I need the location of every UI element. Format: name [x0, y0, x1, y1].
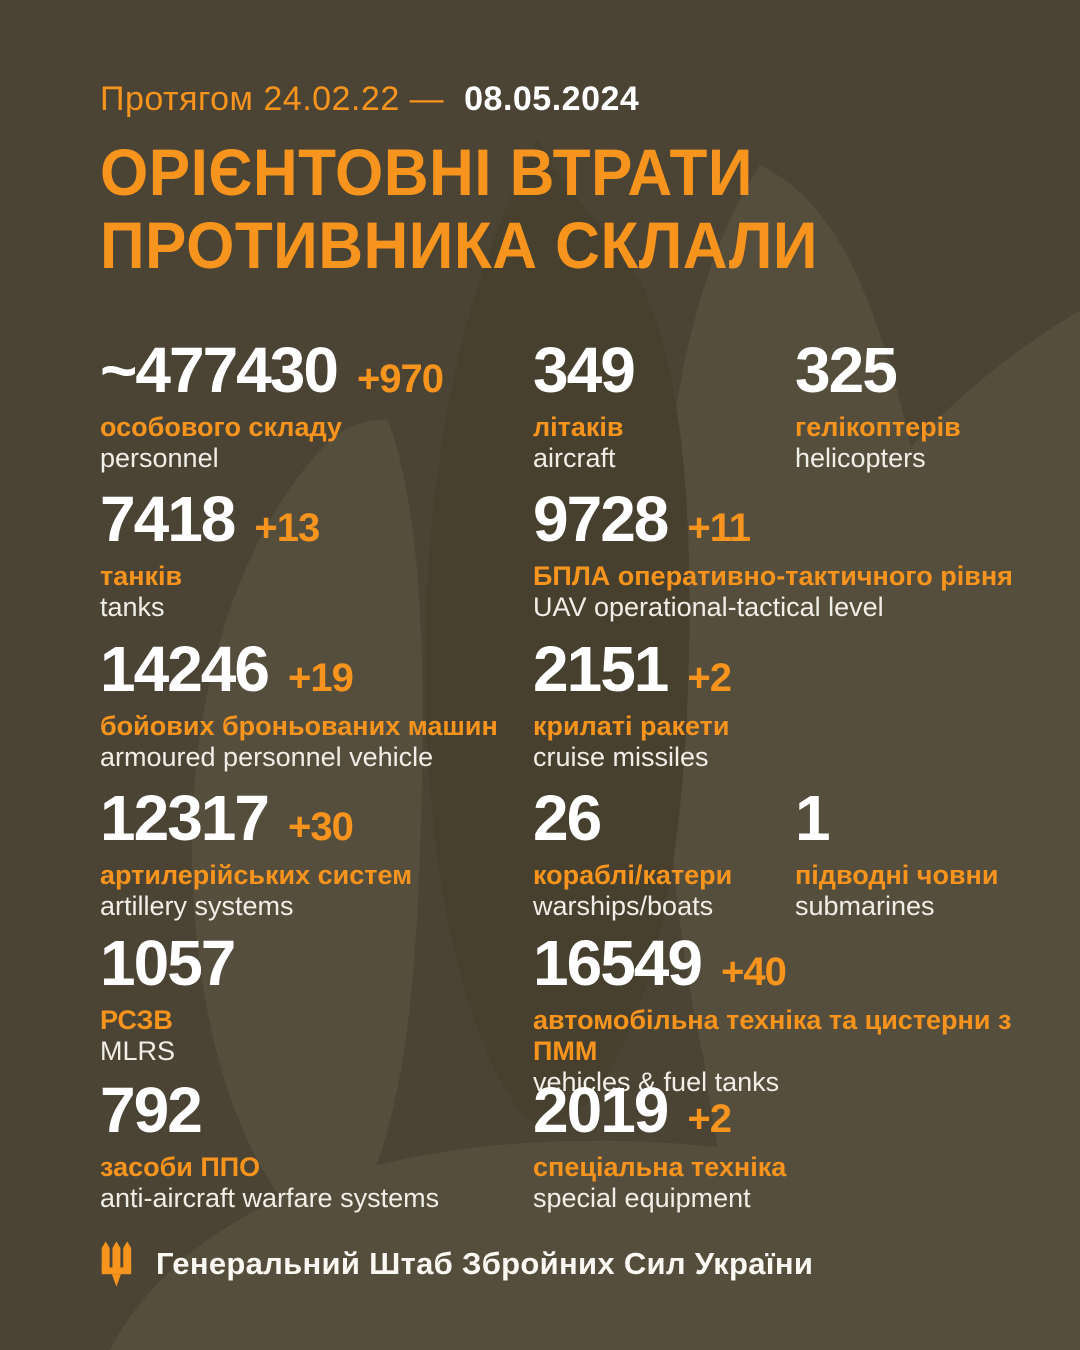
- stat-label-uk: РСЗВ: [100, 1005, 173, 1035]
- stat-label-en: tanks: [100, 592, 165, 623]
- stat-label-en: submarines: [795, 891, 935, 922]
- stat-label-uk: танків: [100, 561, 183, 591]
- stat-value: 14246: [100, 633, 270, 705]
- stat-delta: +2: [687, 656, 732, 700]
- stat-label-uk: артилерійських систем: [100, 860, 413, 890]
- stat-delta: +11: [687, 506, 751, 550]
- stat-label-en: cruise missiles: [533, 742, 709, 773]
- period-line: Протягом 24.02.22 — 08.05.2024: [100, 80, 639, 119]
- stat-tanks: 7418 +13 танків tanks: [100, 483, 320, 624]
- stat-label-uk: засоби ППО: [100, 1152, 261, 1182]
- stat-warships: 26 кораблі/катери warships/boats: [533, 786, 732, 923]
- stat-value: 9728: [533, 483, 669, 555]
- stat-label-en: armoured personnel vehicle: [100, 742, 434, 773]
- stat-label-en: helicopters: [795, 443, 926, 474]
- stat-value: 12317: [100, 782, 270, 854]
- stat-value: 7418: [100, 483, 236, 555]
- title-line-2: ПРОТИВНИКА СКЛАЛИ: [100, 207, 818, 282]
- footer-org-name: Генеральний Штаб Збройних Сил України: [156, 1246, 814, 1281]
- stat-label-en: MLRS: [100, 1036, 176, 1067]
- stat-value: 325: [795, 334, 898, 406]
- stat-value: 1: [795, 782, 831, 854]
- stat-label-en: anti-aircraft warfare systems: [100, 1183, 440, 1214]
- stat-delta: +30: [287, 805, 354, 849]
- stat-delta: +19: [287, 656, 354, 700]
- stat-delta: +2: [687, 1097, 732, 1141]
- stat-submarines: 1 підводні човни submarines: [795, 786, 998, 923]
- stat-label-en: artillery systems: [100, 891, 294, 922]
- stat-personnel: ~477430 +970 особового складу personnel: [100, 334, 444, 475]
- stat-delta: +13: [254, 506, 320, 550]
- stat-aircraft: 349 літаків aircraft: [533, 338, 654, 475]
- stat-label-uk: бойових броньованих машин: [100, 711, 498, 741]
- stat-label-en: warships/boats: [533, 891, 714, 922]
- stat-label-uk: підводні човни: [795, 860, 999, 890]
- footer: Генеральний Штаб Збройних Сил України: [100, 1240, 813, 1288]
- trident-icon: [101, 1241, 132, 1287]
- stat-label-uk: БПЛА оперативно-тактичного рівня: [533, 561, 1013, 591]
- title-line-1: ОРІЄНТОВНІ ВТРАТИ: [100, 135, 753, 209]
- stat-label-en: UAV operational-tactical level: [533, 592, 884, 623]
- stat-value: 26: [533, 782, 602, 854]
- stat-mlrs: 1057 РСЗВ MLRS: [100, 931, 254, 1068]
- stat-artillery: 12317 +30 артилерійських систем artiller…: [100, 786, 412, 923]
- stat-label-uk: літаків: [533, 412, 624, 442]
- stat-label-uk: автомобільна техніка та цистерни з ПММ: [533, 1005, 1012, 1067]
- stat-value: 792: [100, 1074, 203, 1146]
- stat-label-uk: особового складу: [100, 412, 342, 442]
- stat-air-defence: 792 засоби ППО anti-aircraft warfare sys…: [100, 1078, 439, 1215]
- stat-value: ~477430: [100, 334, 339, 406]
- stat-vehicles: 16549 +40 автомобільна техніка та цистер…: [533, 931, 1080, 1099]
- stat-delta: +970: [356, 357, 444, 401]
- stat-value: 2151: [533, 633, 669, 705]
- stat-value: 349: [533, 334, 636, 406]
- stat-label-en: vehicles & fuel tanks: [533, 1067, 780, 1098]
- stat-label-en: special equipment: [533, 1183, 751, 1214]
- stat-label-en: personnel: [100, 443, 219, 474]
- stat-delta: +40: [720, 950, 787, 994]
- stat-label-en: aircraft: [533, 443, 616, 474]
- period-prefix: Протягом 24.02.22 —: [100, 80, 445, 118]
- stat-value: 16549: [533, 927, 703, 999]
- stat-label-uk: гелікоптерів: [795, 412, 961, 442]
- stat-special-equipment: 2019 +2 спеціальна техніка special equip…: [533, 1078, 786, 1215]
- stat-value: 1057: [100, 927, 236, 999]
- report-date: 08.05.2024: [464, 80, 640, 118]
- stat-helicopters: 325 гелікоптерів helicopters: [795, 338, 961, 475]
- stat-label-uk: спеціальна техніка: [533, 1152, 787, 1182]
- page-title: ОРІЄНТОВНІ ВТРАТИ ПРОТИВНИКА СКЛАЛИ: [100, 136, 818, 281]
- stat-label-uk: кораблі/катери: [533, 860, 733, 890]
- stat-uav: 9728 +11 БПЛА оперативно-тактичного рівн…: [533, 487, 1013, 624]
- stat-cruise-missiles: 2151 +2 крилаті ракети cruise missiles: [533, 633, 732, 774]
- stat-apv: 14246 +19 бойових броньованих машин armo…: [100, 637, 498, 774]
- stat-value: 2019: [533, 1074, 669, 1146]
- stat-label-uk: крилаті ракети: [533, 711, 730, 741]
